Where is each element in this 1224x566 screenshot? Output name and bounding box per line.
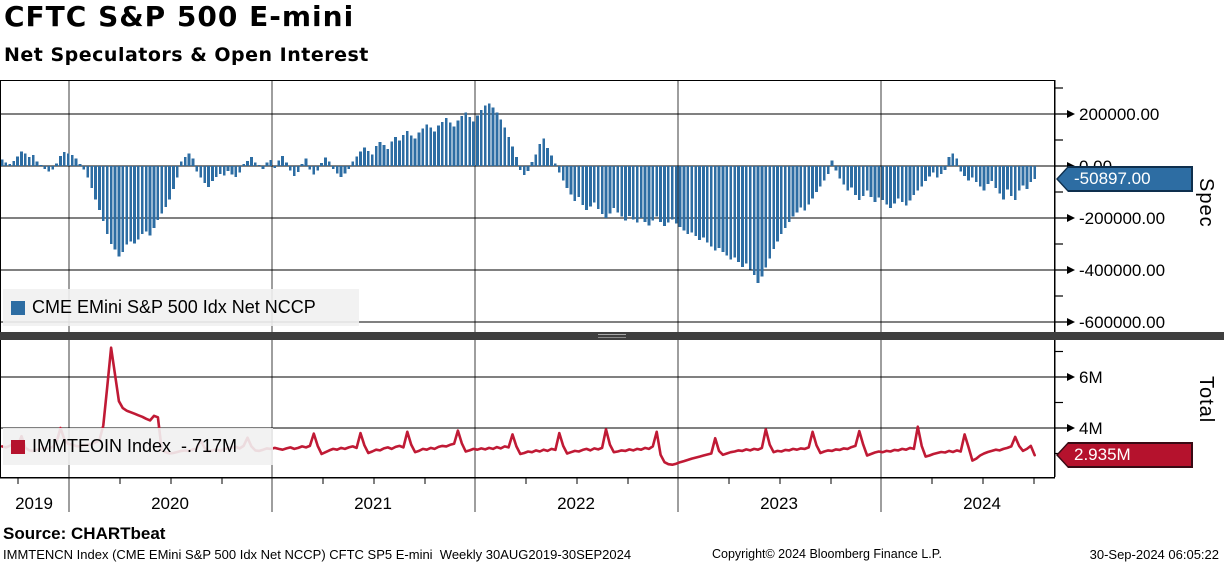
year-label: 2020: [151, 494, 189, 513]
legend-total-swatch-icon: [11, 439, 25, 454]
total-last-value-text: 2.935M: [1058, 444, 1191, 466]
legend-total[interactable]: IMMTEOIN Index -.717M: [3, 428, 273, 465]
legend-total-label: IMMTEOIN Index -.717M: [32, 436, 238, 456]
spec-axis-title: Spec: [1195, 178, 1217, 228]
total-last-value-tag[interactable]: 2.935M: [1056, 442, 1193, 468]
year-label: 2021: [354, 494, 392, 513]
axis-tick-label: -200000.00: [1079, 209, 1165, 228]
axis-tick-label: -600000.00: [1079, 313, 1165, 332]
right-axis-ticks: 200000.000.00-200000.00-400000.00-600000…: [1055, 87, 1165, 455]
footer-copyright: Copyright© 2024 Bloomberg Finance L.P.: [712, 547, 942, 561]
total-axis-title: Total: [1195, 376, 1217, 424]
chart-title: CFTC S&P 500 E-mini: [4, 0, 355, 33]
year-label: 2023: [760, 494, 798, 513]
chart-subtitle: Net Speculators & Open Interest: [4, 44, 369, 66]
net-spec-bars: [0, 103, 1037, 283]
panel-separator-grip-icon: [598, 334, 626, 338]
footer-description: IMMTENCN Index (CME EMini S&P 500 Idx Ne…: [3, 547, 632, 562]
year-label: 2022: [557, 494, 595, 513]
x-axis-minor-ticks: [17, 477, 1035, 484]
x-axis-year-labels: 2019 2020 2021 2022 2023 2024: [15, 494, 1001, 513]
axis-tick-label: -400000.00: [1079, 261, 1165, 280]
panel-separator: [0, 332, 1224, 340]
footer-timestamp: 30-Sep-2024 06:05:22: [1089, 547, 1219, 562]
year-label: 2024: [963, 494, 1001, 513]
horizontal-gridlines: [0, 113, 1055, 429]
legend-spec-swatch-icon: [11, 300, 25, 315]
year-label: 2019: [15, 494, 53, 513]
legend-spec-label: CME EMini S&P 500 Idx Net NCCP: [32, 297, 316, 317]
axis-tick-label: 200000.00: [1079, 105, 1159, 124]
axes: [0, 80, 1056, 479]
legend-spec[interactable]: CME EMini S&P 500 Idx Net NCCP: [3, 289, 359, 326]
footer-source: Source: CHARTbeat: [3, 524, 166, 543]
footer-row: IMMTENCN Index (CME EMini S&P 500 Idx Ne…: [0, 547, 1224, 563]
spec-last-value-tag[interactable]: -50897.00: [1056, 166, 1193, 192]
axis-tick-label: 4M: [1079, 419, 1103, 438]
spec-last-value-text: -50897.00: [1058, 168, 1191, 190]
axis-tick-label: 6M: [1079, 368, 1103, 387]
panel-splitter-handle[interactable]: [0, 332, 1224, 340]
